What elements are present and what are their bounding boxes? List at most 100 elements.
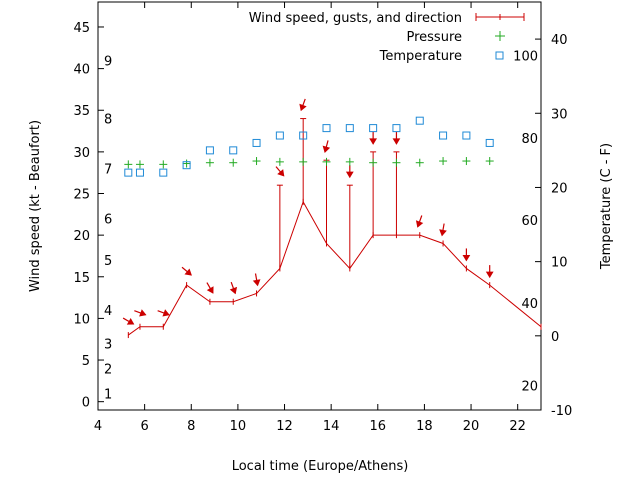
x-tick-label: 8 [187, 419, 195, 434]
beaufort-label: 8 [104, 113, 112, 128]
pressure-point [159, 160, 168, 169]
wind-direction-arrow [392, 131, 401, 145]
wind-direction-arrow [134, 309, 147, 317]
wind-arrow-head [322, 145, 331, 153]
pressure-point [322, 157, 331, 166]
wind-direction-arrow [462, 248, 471, 262]
pressure-point [252, 157, 261, 166]
beaufort-label: 4 [104, 304, 112, 319]
y-tick-label: 5 [82, 354, 90, 369]
temperature-point [124, 168, 133, 177]
temperature-point [229, 146, 238, 155]
fahrenheit-label: 60 [521, 214, 538, 229]
x-tick-label: 14 [323, 419, 340, 434]
wind-direction-arrow [206, 282, 214, 294]
fahrenheit-label: 20 [521, 380, 538, 395]
y-tick-label: 15 [73, 271, 90, 286]
beaufort-label: 1 [104, 387, 112, 402]
legend-pressure-swatch [495, 31, 505, 41]
temperature-point [345, 124, 354, 133]
temperature-series [124, 116, 494, 177]
pressure-point [229, 158, 238, 167]
wind-speed-line [128, 200, 542, 336]
temperature-point [439, 131, 448, 140]
beaufort-label: 9 [104, 54, 112, 69]
temperature-point [392, 124, 401, 133]
y2-axis-label: Temperature (C - F) [599, 143, 614, 270]
wind-direction-arrow [299, 98, 307, 112]
temperature-point [205, 146, 214, 155]
pressure-point [439, 157, 448, 166]
wind-arrow-head [162, 309, 170, 317]
legend-temperature-label: Temperature [379, 49, 462, 64]
pressure-point [275, 157, 284, 166]
beaufort-label: 5 [104, 254, 112, 269]
temperature-point [322, 124, 331, 133]
temperature-point [252, 138, 261, 147]
wind-arrow-head [206, 286, 214, 294]
temperature-point [369, 124, 378, 133]
wind-direction-arrow [369, 131, 378, 145]
wind-arrow-head [369, 138, 378, 145]
x-tick-label: 16 [370, 419, 387, 434]
pressure-point [415, 158, 424, 167]
beaufort-label: 3 [104, 337, 112, 352]
wind-direction-arrow [439, 223, 447, 237]
wind-direction-arrow [415, 215, 424, 228]
y2-tick-label: 40 [551, 33, 568, 48]
pressure-point [392, 158, 401, 167]
temperature-point [159, 168, 168, 177]
temperature-point [299, 131, 308, 140]
wind-series [122, 98, 542, 339]
temperature-point [415, 116, 424, 125]
y2-tick-label: 20 [551, 181, 568, 196]
beaufort-label: 7 [104, 163, 112, 178]
wind-direction-arrow [322, 140, 331, 153]
pressure-point [345, 157, 354, 166]
y-tick-label: 45 [73, 21, 90, 36]
y-axis-label: Wind speed (kt - Beaufort) [28, 120, 43, 292]
wind-direction-arrow [485, 265, 494, 279]
wind-arrow-head [345, 171, 354, 179]
temperature-point [182, 161, 191, 170]
wind-direction-arrow [122, 317, 135, 325]
legend: Wind speed, gusts, and direction Pressur… [249, 11, 525, 64]
beaufort-label: 2 [104, 362, 112, 377]
wind-arrow-head [392, 138, 401, 145]
y-tick-label: 30 [73, 146, 90, 161]
wind-arrow-head [229, 286, 238, 295]
wind-arrow-head [299, 103, 307, 112]
temperature-point [275, 131, 284, 140]
wind-direction-arrow [252, 273, 261, 287]
fahrenheit-label: 40 [521, 297, 538, 312]
y-tick-label: 10 [73, 312, 90, 327]
y-tick-label: 20 [73, 229, 90, 244]
wind-arrow-head [184, 268, 192, 276]
wind-arrow-head [462, 254, 471, 262]
wind-direction-arrow [229, 281, 238, 295]
axis-ticks: 4 6 8 10 12 14 16 18 20 22051015202530354045-1001… [73, 2, 572, 434]
x-tick-label: 20 [463, 419, 480, 434]
beaufort-label: 6 [104, 212, 112, 227]
legend-wind-label: Wind speed, gusts, and direction [249, 11, 462, 26]
y2-tick-label: 30 [551, 107, 568, 122]
y-tick-label: 40 [73, 63, 90, 78]
wind-direction-arrow [181, 266, 192, 276]
wind-direction-arrow [157, 309, 170, 317]
y2-tick-label: -10 [551, 404, 572, 419]
fahrenheit-label: 100 [513, 49, 538, 64]
wind-direction-arrow [275, 166, 285, 177]
wind-arrow-head [439, 229, 447, 237]
x-tick-label: 4 [94, 419, 102, 434]
y-tick-label: 25 [73, 188, 90, 203]
y-tick-label: 35 [73, 104, 90, 119]
pressure-series [124, 157, 494, 169]
y2-tick-label: 10 [551, 256, 568, 271]
x-tick-label: 22 [509, 419, 526, 434]
wind-arrow-head [139, 309, 147, 317]
legend-pressure-label: Pressure [406, 30, 462, 45]
legend-wind-swatch [475, 13, 525, 21]
wind-arrow-head [277, 169, 285, 177]
temperature-point [485, 138, 494, 147]
